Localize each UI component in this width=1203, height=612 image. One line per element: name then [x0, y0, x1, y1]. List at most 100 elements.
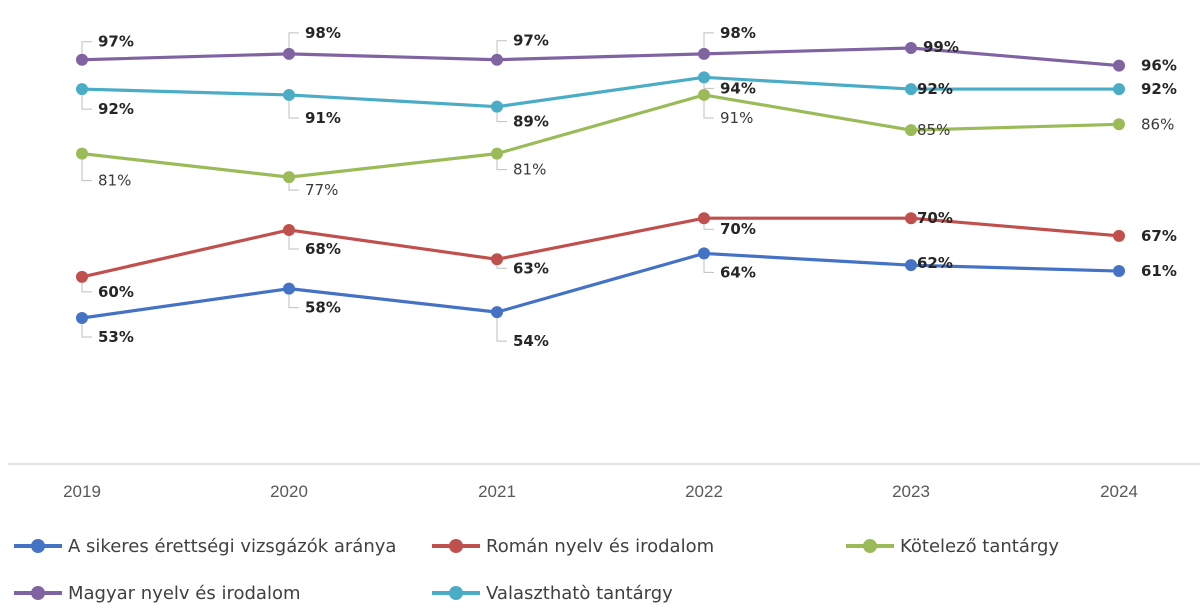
label-leader-line	[81, 41, 92, 54]
data-point	[698, 88, 710, 101]
label-leader-line	[703, 259, 714, 273]
label-leader-line	[288, 294, 299, 309]
data-point	[1113, 118, 1125, 131]
data-point	[283, 223, 295, 236]
data-point	[76, 312, 88, 324]
data-point	[283, 88, 295, 101]
data-label: 85%	[917, 121, 950, 139]
data-label: 92%	[98, 100, 134, 118]
label-leader-line	[703, 83, 714, 89]
data-label: 63%	[513, 259, 549, 277]
legend-swatch-icon	[14, 531, 62, 561]
data-label: 86%	[1141, 115, 1174, 133]
legend-label: A sikeres érettségi vizsgázók aránya	[68, 535, 397, 557]
series-4: 92% 91% 89% 94% 92% 92%	[76, 71, 1177, 131]
label-leader-line	[81, 95, 92, 110]
label-leader-line	[496, 318, 507, 342]
x-tick-label: 2021	[478, 482, 516, 501]
line-chart: 2019 2020 2021 2022 2023 2024 53% 58% 54% 64% 62% 6…	[8, 24, 1200, 501]
legend-swatch-icon	[432, 531, 480, 561]
legend-item-kotelezo: Kötelező tantárgy	[846, 531, 1059, 561]
label-leader-line	[703, 32, 714, 48]
data-label: 81%	[98, 172, 131, 190]
legend-label: Valaszthatò tantárgy	[486, 582, 673, 604]
label-leader-line	[81, 324, 92, 338]
label-leader-line	[81, 282, 92, 293]
data-label: 92%	[1141, 80, 1177, 98]
data-point	[283, 171, 295, 184]
data-point	[283, 282, 295, 295]
data-label: 92%	[917, 80, 953, 98]
legend-label: Román nyelv és irodalom	[486, 535, 715, 557]
data-label: 70%	[720, 220, 756, 238]
series-3: 97% 98% 97% 98% 99% 96%	[76, 24, 1177, 75]
legend-item-roman: Román nyelv és irodalom	[432, 531, 714, 561]
data-label: 62%	[917, 254, 953, 272]
data-label: 64%	[720, 263, 756, 281]
data-label: 60%	[98, 283, 134, 301]
data-point	[698, 212, 710, 225]
x-tick-label: 2020	[270, 482, 308, 501]
series-line	[81, 46, 1120, 68]
x-tick-label: 2023	[892, 482, 930, 501]
data-point	[698, 47, 710, 60]
label-leader-line	[703, 224, 714, 230]
series-0: 53% 58% 54% 64% 62% 61%	[76, 247, 1177, 350]
data-point	[76, 270, 88, 283]
label-leader-line	[288, 235, 299, 250]
data-label: 97%	[513, 32, 549, 50]
data-point	[491, 100, 503, 113]
data-point	[905, 41, 917, 54]
data-label: 94%	[720, 79, 756, 97]
data-point	[905, 259, 917, 272]
x-tick-label: 2024	[1100, 482, 1138, 501]
label-leader-line	[288, 183, 299, 191]
series-line	[81, 75, 1119, 109]
data-point	[76, 83, 88, 96]
legend-swatch-icon	[846, 531, 894, 561]
series-line	[81, 216, 1120, 279]
data-point	[1113, 265, 1125, 278]
data-label: 70%	[917, 209, 953, 227]
data-point	[283, 47, 295, 60]
data-point	[491, 53, 503, 66]
data-point	[698, 71, 710, 84]
data-label: 91%	[720, 109, 753, 127]
data-point	[1113, 59, 1125, 72]
data-label: 91%	[305, 109, 341, 127]
label-leader-line	[703, 100, 714, 119]
data-label: 99%	[923, 38, 959, 56]
x-tick-label: 2022	[685, 482, 723, 501]
label-leader-line	[288, 100, 299, 119]
series-line	[81, 251, 1120, 320]
data-label: 97%	[98, 33, 134, 51]
data-label: 96%	[1141, 57, 1177, 75]
series-2: 81% 77% 81% 91% 85% 86%	[76, 88, 1174, 199]
legend: A sikeres érettségi vizsgázók aránya Rom…	[0, 520, 1203, 612]
legend-label: Magyar nyelv és irodalom	[68, 582, 301, 604]
legend-swatch-icon	[14, 578, 62, 608]
data-label: 61%	[1141, 262, 1177, 280]
data-point	[905, 212, 917, 225]
data-label: 54%	[513, 332, 549, 350]
series-line	[81, 93, 1120, 179]
data-point	[1113, 229, 1125, 242]
data-point	[698, 247, 710, 260]
data-point	[491, 306, 503, 319]
x-tick-label: 2019	[63, 482, 101, 501]
data-point	[76, 147, 88, 160]
data-point	[491, 253, 503, 266]
legend-item-sikeres: A sikeres érettségi vizsgázók aránya	[14, 531, 396, 561]
label-leader-line	[496, 112, 507, 123]
data-label: 58%	[305, 299, 341, 317]
legend-item-magyar: Magyar nyelv és irodalom	[14, 578, 301, 608]
data-point	[491, 147, 503, 160]
label-leader-line	[288, 32, 299, 48]
data-label: 68%	[305, 240, 341, 258]
series-1: 60% 68% 63% 70% 70% 67%	[76, 209, 1177, 301]
data-label: 53%	[98, 328, 134, 346]
data-label: 77%	[305, 181, 338, 199]
data-point	[905, 124, 917, 137]
label-leader-line	[81, 159, 92, 182]
legend-label: Kötelező tantárgy	[900, 535, 1060, 557]
